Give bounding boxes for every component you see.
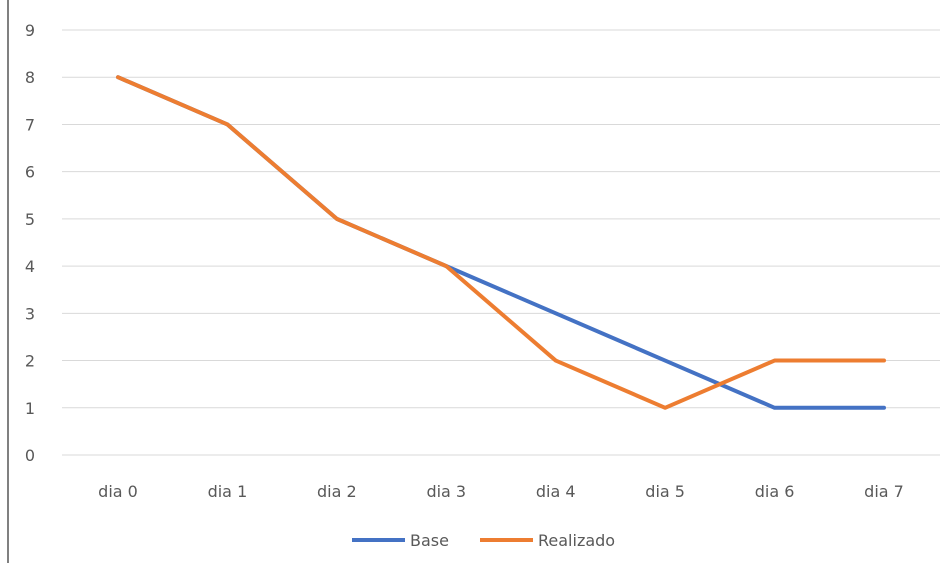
y-tick-label: 4 — [25, 257, 35, 276]
y-tick-label: 0 — [25, 446, 35, 465]
x-tick-label: dia 0 — [98, 482, 138, 501]
y-tick-label: 8 — [25, 68, 35, 87]
y-tick-label: 5 — [25, 210, 35, 229]
y-tick-label: 1 — [25, 399, 35, 418]
x-tick-label: dia 1 — [208, 482, 248, 501]
series-lines — [116, 75, 886, 410]
x-tick-label: dia 5 — [645, 482, 685, 501]
x-tick-label: dia 2 — [317, 482, 357, 501]
y-tick-label: 3 — [25, 304, 35, 323]
legend-label-realizado: Realizado — [538, 531, 615, 550]
x-tick-label: dia 6 — [755, 482, 795, 501]
x-tick-label: dia 7 — [864, 482, 904, 501]
legend-label-base: Base — [410, 531, 449, 550]
gridlines — [62, 29, 940, 456]
x-tick-label: dia 4 — [536, 482, 576, 501]
y-tick-label: 9 — [25, 21, 35, 40]
x-tick-label: dia 3 — [426, 482, 466, 501]
series-line-realizado — [116, 75, 886, 410]
y-tick-label: 6 — [25, 163, 35, 182]
legend: Base Realizado — [352, 531, 615, 550]
y-tick-label: 2 — [25, 352, 35, 371]
x-axis-ticks: dia 0 dia 1 dia 2 dia 3 dia 4 dia 5 dia 6 dia 7 — [98, 482, 904, 501]
y-axis-ticks: 0 1 2 3 4 5 6 7 8 9 — [25, 21, 35, 465]
y-tick-label: 7 — [25, 115, 35, 134]
